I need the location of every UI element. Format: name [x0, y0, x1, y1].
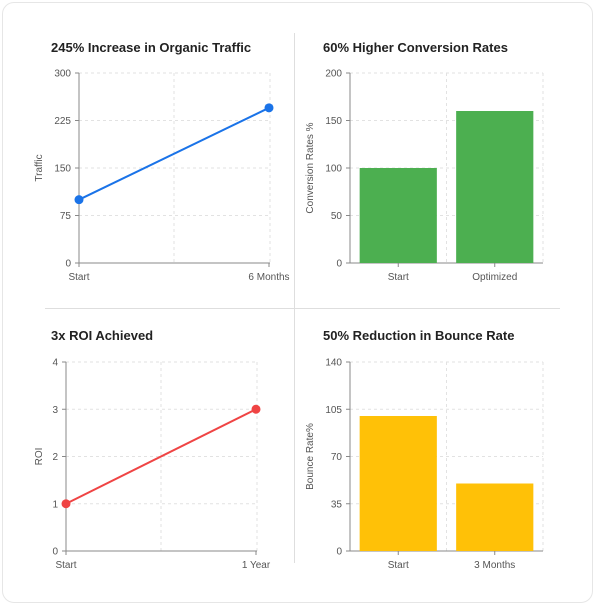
y-tick-label: 150 [54, 164, 71, 175]
x-tick-label: Start [388, 560, 409, 571]
x-tick-label: 1 Year [242, 560, 271, 571]
y-tick-label: 50 [331, 211, 343, 222]
x-tick-label: Start [388, 272, 409, 283]
x-tick-label: 6 Months [248, 272, 289, 283]
data-point-1-year [251, 404, 261, 414]
y-tick-label: 3 [52, 405, 58, 416]
y-axis-label: ROI [34, 448, 45, 466]
vertical-divider [294, 33, 295, 563]
y-tick-label: 0 [65, 259, 71, 270]
y-tick-label: 150 [325, 116, 342, 127]
y-tick-label: 2 [52, 452, 58, 463]
series-line [78, 106, 270, 201]
chart-0: 0 75 150 225 300 Start 6 Months Traffic [34, 69, 290, 284]
y-tick-label: 200 [325, 69, 342, 80]
data-point-start [61, 499, 71, 509]
bar-3-months [456, 483, 534, 551]
y-tick-label: 225 [54, 116, 71, 127]
y-tick-label: 0 [336, 259, 342, 270]
bar-optimized [456, 111, 534, 263]
y-tick-label: 35 [331, 499, 343, 510]
y-tick-label: 0 [336, 547, 342, 558]
y-tick-label: 4 [52, 358, 58, 369]
bar-start [359, 168, 437, 263]
y-tick-label: 105 [325, 405, 342, 416]
chart-title-conversion-rates: 60% Higher Conversion Rates [323, 40, 508, 55]
chart-1: 0 50 100 150 200 Start Optimized Conversion Rat… [305, 69, 544, 283]
y-tick-label: 100 [325, 164, 342, 175]
bar-start [359, 416, 437, 551]
series-line [65, 408, 257, 505]
y-tick-label: 70 [331, 452, 343, 463]
chart-title-bounce-rate: 50% Reduction in Bounce Rate [323, 328, 515, 343]
horizontal-divider [45, 308, 560, 309]
x-tick-label: 3 Months [474, 560, 515, 571]
x-tick-label: Start [55, 560, 76, 571]
y-axis-label: Conversion Rates % [305, 122, 316, 213]
data-point-start [74, 195, 84, 205]
x-tick-label: Start [68, 272, 89, 283]
y-tick-label: 0 [52, 547, 58, 558]
x-tick-label: Optimized [472, 272, 517, 283]
y-tick-label: 300 [54, 69, 71, 80]
y-tick-label: 75 [60, 211, 72, 222]
y-axis-label: Bounce Rate% [305, 423, 316, 490]
chart-title-roi: 3x ROI Achieved [51, 328, 154, 343]
data-point-6-months [264, 103, 274, 113]
chart-2: 0 1 2 3 4 Start 1 Year ROI [34, 358, 271, 572]
chart-3: 0 35 70 105 140 Start 3 Months Bounce Rate% [305, 358, 544, 571]
y-tick-label: 1 [52, 499, 58, 510]
y-tick-label: 140 [325, 358, 342, 369]
chart-title-organic-traffic: 245% Increase in Organic Traffic [51, 40, 252, 55]
y-axis-label: Traffic [34, 154, 45, 181]
